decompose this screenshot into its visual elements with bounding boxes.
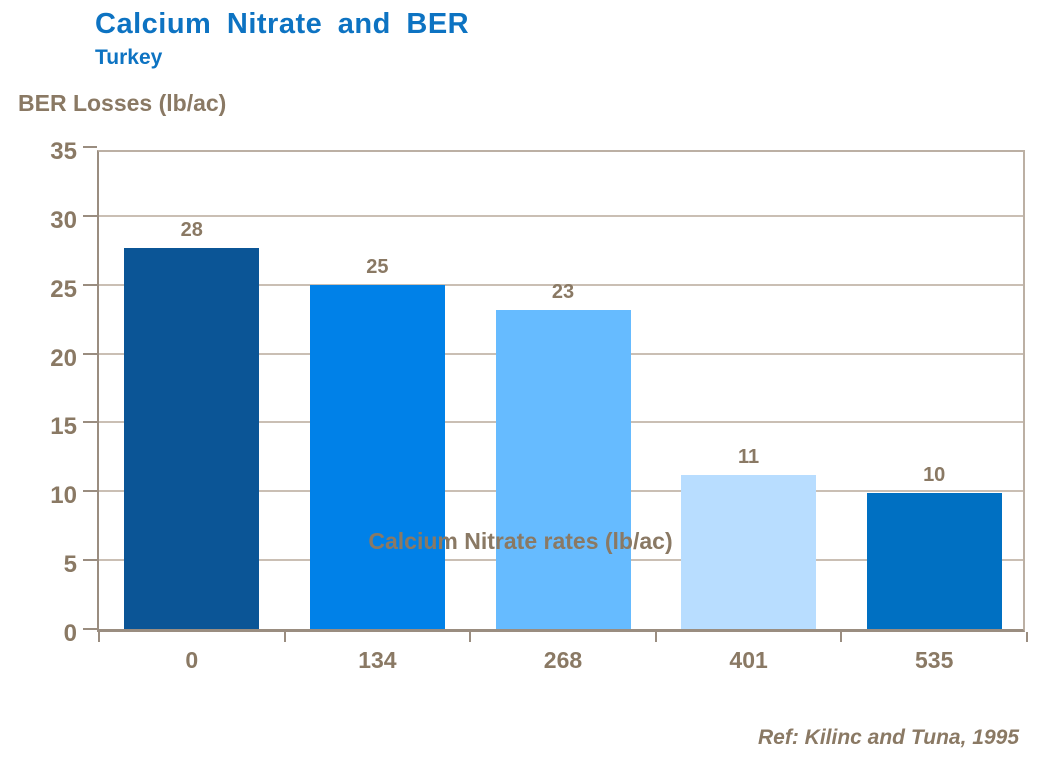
x-tick-mark — [654, 632, 657, 642]
bar-value-label: 25 — [366, 255, 389, 278]
bar-value-label: 11 — [738, 445, 760, 468]
plot-area: 28 25 23 11 10 0 5 10 15 20 25 30 35 0 134 268 401 535 — [50, 138, 1028, 673]
chart-title: Calcium Nitrate and BER — [95, 8, 470, 40]
x-tick-label: 134 — [358, 647, 397, 673]
y-tick-label: 20 — [50, 344, 77, 372]
bar — [309, 284, 445, 629]
bar — [866, 492, 1002, 629]
x-tick-mark — [469, 632, 472, 642]
gridline — [99, 283, 1023, 286]
x-tick-mark — [840, 632, 843, 642]
bar-value-label: 23 — [551, 280, 575, 303]
bar — [681, 474, 817, 629]
gridline — [99, 214, 1023, 217]
y-tick-label: 0 — [63, 620, 77, 647]
bar-value-label: 28 — [180, 218, 203, 241]
y-tick-mark — [83, 421, 97, 424]
x-tick-mark — [98, 632, 100, 642]
y-tick-label: 25 — [50, 275, 77, 303]
y-tick-mark — [83, 628, 97, 630]
y-tick-label: 35 — [50, 138, 77, 165]
y-tick-label: 15 — [50, 413, 77, 441]
y-tick-mark — [83, 352, 97, 355]
x-tick-label: 535 — [915, 647, 954, 673]
x-axis-title: Calcium Nitrate rates (lb/ac) — [368, 528, 673, 554]
reference-citation: Ref: Kilinc and Tuna, 1995 — [757, 726, 1019, 749]
y-tick-label: 5 — [63, 551, 77, 579]
y-tick-mark — [83, 490, 97, 493]
x-tick-label: 401 — [729, 647, 768, 673]
bar — [495, 309, 631, 629]
y-tick-label: 10 — [50, 482, 77, 510]
x-tick-label: 0 — [185, 647, 199, 673]
x-tick-label: 268 — [543, 647, 583, 673]
x-tick-mark — [283, 632, 286, 642]
y-tick-mark — [83, 214, 97, 217]
y-tick-mark — [83, 559, 97, 562]
y-tick-mark — [83, 146, 97, 148]
y-axis-title: BER Losses (lb/ac) — [18, 90, 227, 116]
y-tick-label: 30 — [50, 206, 77, 234]
x-tick-mark — [1026, 632, 1028, 642]
y-tick-mark — [83, 283, 97, 286]
bar-value-label: 10 — [923, 463, 946, 486]
chart-subtitle: Turkey — [95, 46, 163, 69]
bar — [124, 247, 260, 629]
